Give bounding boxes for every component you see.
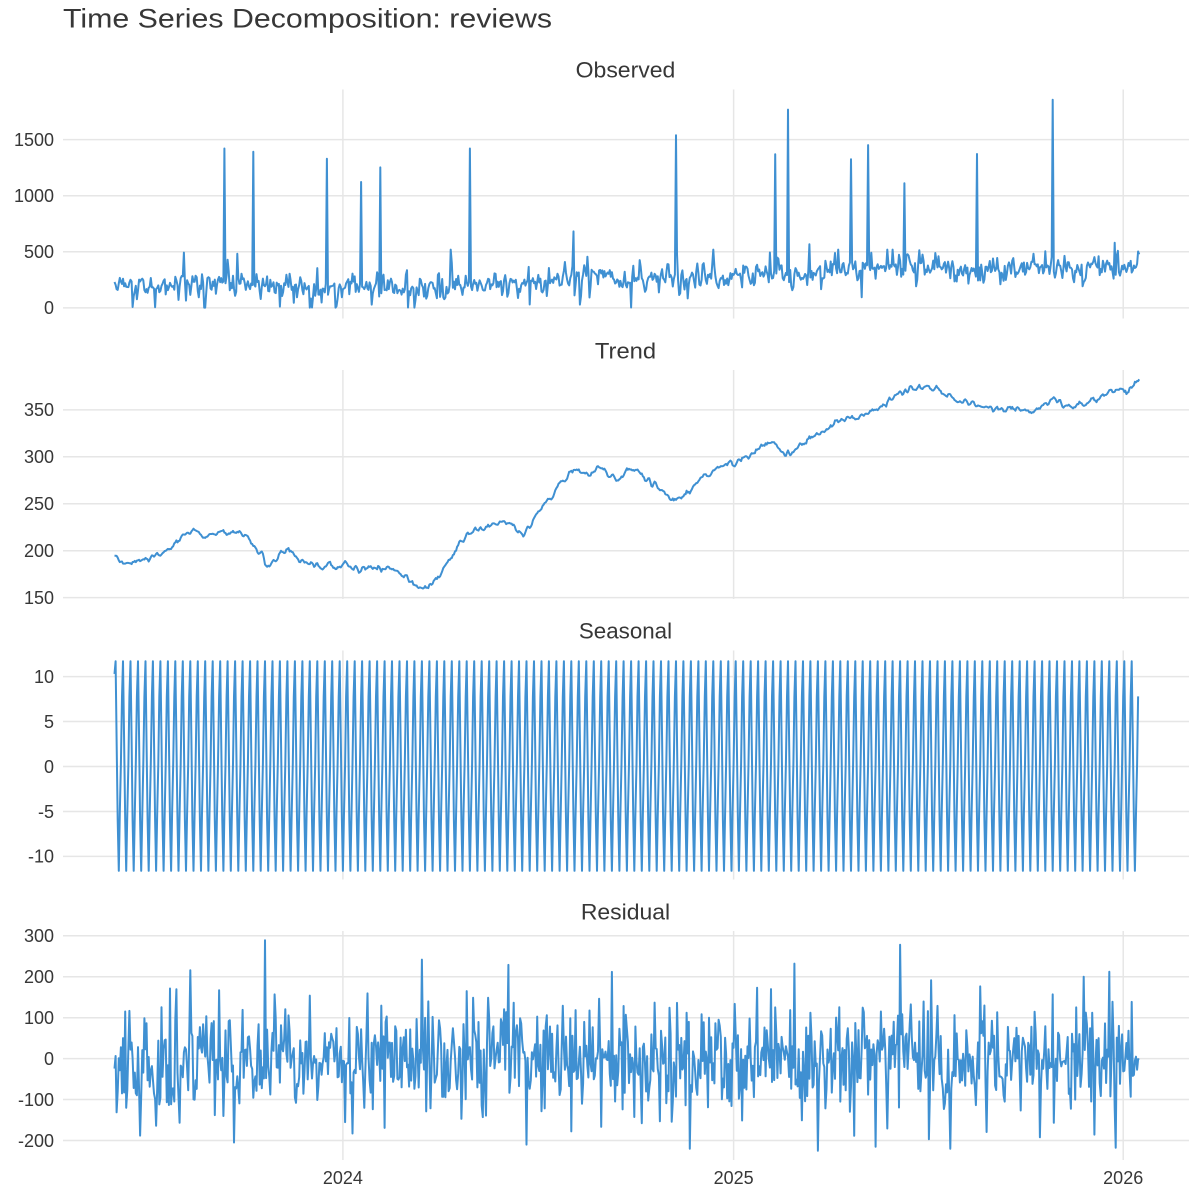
svg-text:0: 0: [44, 298, 54, 318]
svg-text:350: 350: [24, 400, 54, 420]
svg-text:300: 300: [24, 447, 54, 467]
svg-text:2026: 2026: [1103, 1168, 1143, 1188]
svg-text:Seasonal: Seasonal: [579, 619, 672, 644]
svg-text:300: 300: [24, 926, 54, 946]
svg-text:200: 200: [24, 541, 54, 561]
svg-text:Time Series Decomposition: rev: Time Series Decomposition: reviews: [63, 4, 552, 34]
svg-text:Residual: Residual: [581, 899, 670, 924]
svg-text:Observed: Observed: [576, 58, 676, 83]
svg-text:-5: -5: [38, 802, 54, 822]
svg-text:Trend: Trend: [595, 339, 656, 364]
svg-text:1000: 1000: [14, 186, 54, 206]
svg-text:5: 5: [44, 712, 54, 732]
svg-text:150: 150: [24, 588, 54, 608]
svg-text:0: 0: [44, 1049, 54, 1069]
svg-text:2024: 2024: [323, 1168, 363, 1188]
svg-text:200: 200: [24, 967, 54, 987]
svg-text:-10: -10: [28, 847, 54, 867]
svg-text:-100: -100: [18, 1090, 54, 1110]
svg-text:-200: -200: [18, 1131, 54, 1151]
svg-text:0: 0: [44, 757, 54, 777]
svg-text:100: 100: [24, 1008, 54, 1028]
svg-text:500: 500: [24, 242, 54, 262]
svg-text:250: 250: [24, 494, 54, 514]
svg-text:10: 10: [34, 667, 54, 687]
svg-text:1500: 1500: [14, 130, 54, 150]
svg-text:2025: 2025: [714, 1168, 754, 1188]
